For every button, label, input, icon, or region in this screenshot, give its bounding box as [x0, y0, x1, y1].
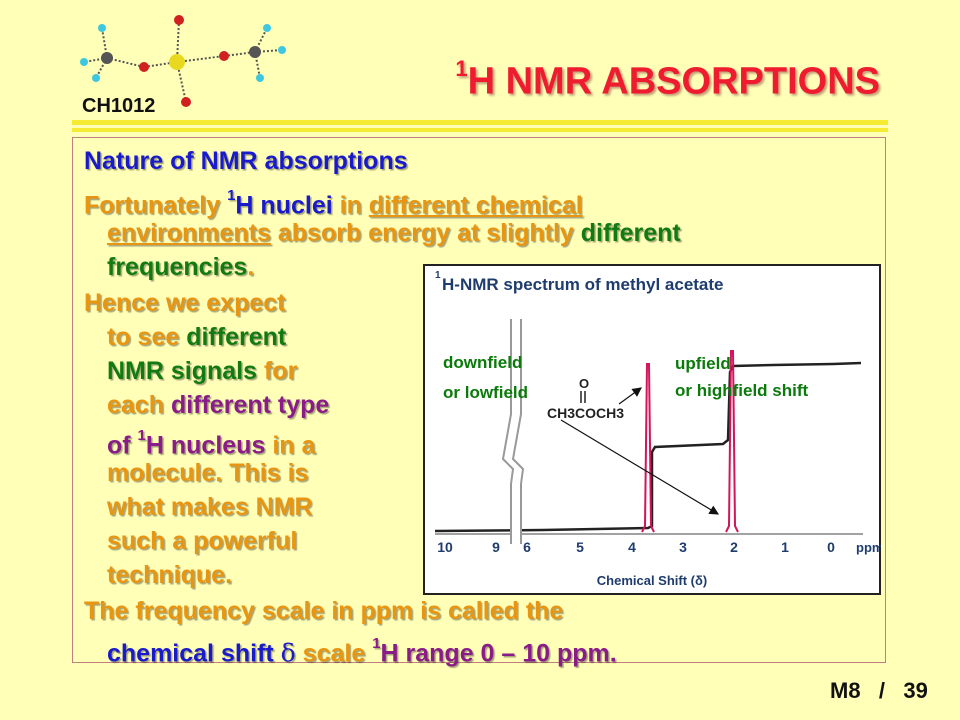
- annot-downfield-2: or lowfield: [443, 383, 528, 402]
- peak-ester-methyl: [641, 363, 655, 533]
- footer: M8 / 39: [830, 678, 928, 704]
- p2-l5a: of: [107, 431, 138, 460]
- title-text: H NMR ABSORPTIONS: [467, 60, 880, 103]
- p3-line1: The frequency scale in ppm is called the: [84, 597, 564, 625]
- p2-line7: what makes NMR: [107, 493, 313, 521]
- course-code: CH1012: [82, 95, 156, 117]
- p1-text-b: H nuclei: [235, 191, 333, 220]
- p2-line3: NMR signals for: [107, 355, 297, 389]
- arrow-to-ester-peak: [618, 387, 642, 405]
- p1-text-e: environments: [107, 219, 271, 247]
- p2-l5b: H nucleus: [145, 431, 266, 460]
- p2-line8: such a powerful: [107, 527, 298, 555]
- p2-line5: of 1H nucleus in a: [107, 423, 315, 463]
- p2-l5sup: 1: [137, 427, 146, 444]
- p2-l4b: different type: [170, 391, 330, 419]
- x-tick-labels: 10 9 6 5 4 3 2 1 0: [437, 539, 835, 555]
- x-tick-label: 6: [523, 539, 531, 555]
- x-axis-title: Chemical Shift (δ): [597, 573, 707, 588]
- x-tick-label: 9: [492, 539, 500, 555]
- molecule-logo-icon: [80, 15, 286, 107]
- content-panel: [72, 137, 886, 663]
- p3-l2b: scale: [295, 639, 373, 668]
- nmr-spectrum-figure: 1 H-NMR spectrum of methyl acetate downf…: [423, 264, 881, 595]
- p2-l3a: NMR signals: [107, 357, 258, 385]
- p2-l5c: in a: [265, 431, 316, 460]
- p2-l4a: each: [107, 391, 171, 419]
- section-heading: Nature of NMR absorptions: [84, 147, 408, 175]
- p2-line1: Hence we expect: [84, 289, 286, 317]
- p1-text-d: different chemical: [368, 191, 583, 220]
- p1-line3: frequencies.: [107, 251, 254, 285]
- p2-l3b: for: [257, 357, 298, 385]
- p3-l2a: chemical shift: [107, 639, 281, 668]
- p2-line4: each different type: [107, 389, 329, 423]
- x-tick-label: 2: [730, 539, 738, 555]
- structure-oxygen: O: [579, 376, 589, 391]
- p1-text-f: absorb energy at slightly: [270, 219, 581, 247]
- p3-l2c: H range 0 – 10 ppm.: [380, 639, 617, 668]
- x-tick-label: 3: [679, 539, 687, 555]
- axis-break-mark: [501, 314, 525, 544]
- header-rule-top: [72, 120, 888, 125]
- x-unit-label: ppm: [856, 540, 881, 555]
- x-tick-label: 1: [781, 539, 789, 555]
- p1-text-h: frequencies: [107, 253, 248, 281]
- arrow-to-acetyl-peak: [560, 419, 720, 515]
- p1-text-c: in: [332, 191, 369, 220]
- annot-downfield-1: downfield: [443, 353, 522, 372]
- spectrum-title-sup: 1: [435, 270, 441, 281]
- x-tick-label: 0: [827, 539, 835, 555]
- p1-line1: Fortunately 1H nuclei in different chemi…: [84, 183, 583, 223]
- p3-delta-symbol: δ: [280, 638, 296, 668]
- annot-upfield-1: upfield: [675, 354, 731, 373]
- p3-line2: chemical shift δ scale 1H range 0 – 10 p…: [107, 631, 617, 671]
- p2-line6: molecule. This is: [107, 459, 309, 487]
- p1-text-a: Fortunately: [84, 191, 228, 220]
- page-separator: /: [878, 678, 886, 703]
- p1-sup: 1: [227, 187, 236, 204]
- p2-line9: technique.: [107, 561, 233, 589]
- p1-text-i: .: [247, 253, 255, 281]
- page-number: 39: [903, 678, 928, 703]
- annot-upfield-2: or highfield shift: [675, 381, 808, 400]
- p2-line2: to see different: [107, 321, 286, 355]
- p1-text-g: different: [580, 219, 681, 247]
- page-title: 1H NMR ABSORPTIONS: [455, 56, 880, 104]
- x-tick-label: 5: [576, 539, 584, 555]
- p1-line2: environments absorb energy at slightly d…: [107, 217, 681, 251]
- structure-formula: CH3COCH3: [547, 405, 624, 421]
- x-tick-label: 4: [628, 539, 636, 555]
- integration-curve: [434, 361, 862, 533]
- module-label: M8: [830, 678, 861, 703]
- p2-l2a: to see: [107, 323, 187, 351]
- p3-l2sup: 1: [372, 635, 381, 652]
- peak-acetyl-methyl: [725, 350, 739, 533]
- p2-l2b: different: [186, 323, 287, 351]
- x-tick-label: 10: [437, 539, 453, 555]
- spectrum-frame: [423, 264, 881, 595]
- title-superscript: 1: [455, 56, 468, 81]
- spectrum-title: H-NMR spectrum of methyl acetate: [442, 275, 724, 294]
- header-rule-bottom: [72, 128, 888, 132]
